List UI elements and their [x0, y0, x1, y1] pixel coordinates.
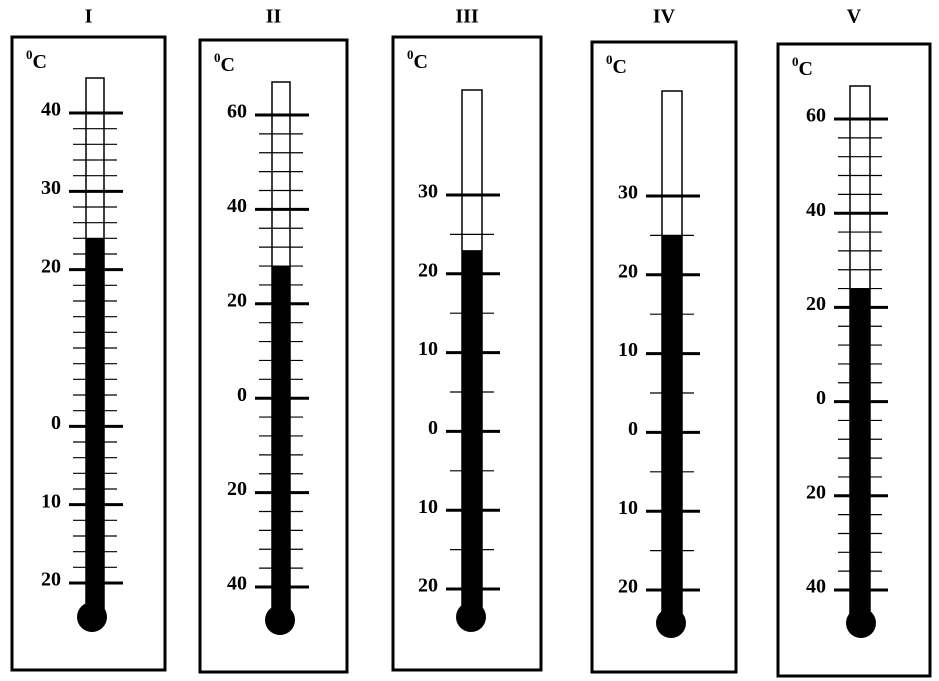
unit-superscript: 0	[26, 47, 33, 62]
tick-label: 40	[41, 99, 61, 121]
tick-label: 20	[418, 259, 438, 281]
tick-label: 20	[227, 478, 247, 500]
mercury-column	[272, 266, 290, 620]
frame	[198, 38, 349, 674]
unit-letter: C	[221, 54, 235, 76]
tick-label: 10	[618, 497, 638, 519]
tick-label: 30	[418, 181, 438, 203]
tick-label: 20	[806, 481, 826, 503]
bulb	[656, 608, 686, 638]
tick-label: 30	[618, 182, 638, 204]
thermometer-label: I	[85, 6, 93, 28]
tick-label: 0	[628, 418, 638, 440]
tick-label: 20	[41, 255, 61, 277]
mercury-column	[850, 288, 870, 623]
frame	[10, 35, 167, 672]
mercury-column	[462, 250, 482, 617]
tick-label: 20	[618, 260, 638, 282]
unit-letter: C	[414, 51, 428, 73]
unit-superscript: 0	[792, 54, 799, 69]
unit-letter: C	[799, 58, 813, 80]
unit: 0C	[26, 47, 47, 73]
tick-label: 0	[237, 384, 247, 406]
thermometer-label: II	[266, 6, 282, 28]
tick-label: 20	[227, 289, 247, 311]
unit: 0C	[792, 54, 813, 80]
thermometer-label: V	[847, 6, 862, 28]
unit-letter: C	[33, 51, 47, 73]
unit-superscript: 0	[606, 52, 613, 67]
tick-label: 40	[227, 195, 247, 217]
thermometer-label: IV	[653, 6, 676, 28]
unit-superscript: 0	[407, 47, 414, 62]
bulb	[846, 608, 876, 638]
tick-label: 20	[806, 293, 826, 315]
bulb	[456, 602, 486, 632]
tick-label: 40	[806, 199, 826, 221]
frame	[391, 35, 543, 672]
unit: 0C	[214, 50, 235, 76]
mercury-column	[662, 235, 682, 623]
tick-label: 40	[806, 576, 826, 598]
thermometer-label: III	[455, 6, 479, 28]
bulb	[265, 605, 295, 635]
tick-label: 10	[41, 490, 61, 512]
unit: 0C	[407, 47, 428, 73]
tick-label: 20	[41, 569, 61, 591]
tick-label: 60	[806, 105, 826, 127]
frame	[590, 40, 738, 674]
tick-label: 10	[418, 338, 438, 360]
unit-superscript: 0	[214, 50, 221, 65]
unit: 0C	[606, 52, 627, 78]
tick-label: 20	[618, 576, 638, 598]
tick-label: 40	[227, 573, 247, 595]
tick-label: 10	[418, 496, 438, 518]
tick-label: 20	[418, 575, 438, 597]
tick-label: 60	[227, 101, 247, 123]
tick-label: 10	[618, 339, 638, 361]
frame	[776, 42, 932, 678]
bulb	[77, 602, 107, 632]
tick-label: 0	[428, 417, 438, 439]
tick-label: 30	[41, 177, 61, 199]
tick-label: 0	[816, 387, 826, 409]
tick-label: 0	[51, 412, 61, 434]
unit-letter: C	[613, 56, 627, 78]
